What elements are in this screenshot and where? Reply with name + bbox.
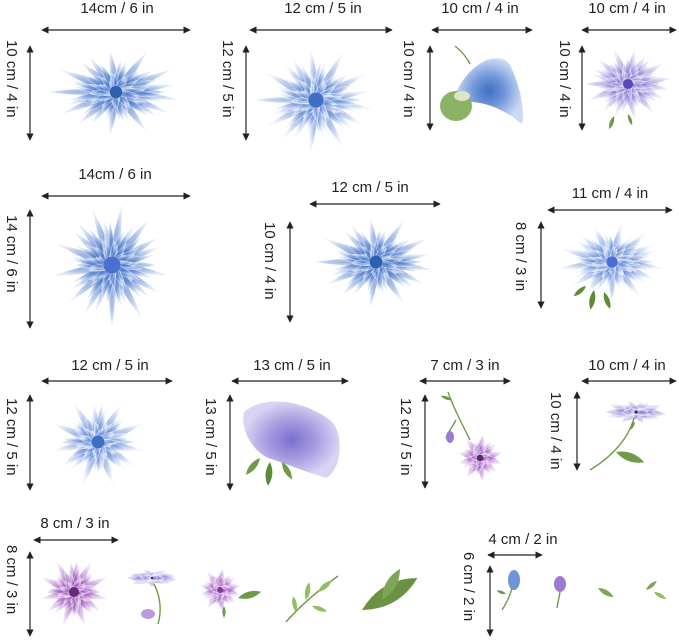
side-bloom-leaf-1 (265, 462, 273, 486)
purple-aster-small (457, 434, 503, 483)
sticker-3-width-label: 10 cm / 4 in (441, 0, 519, 17)
clover-leaf-1 (238, 590, 262, 599)
blue-chrysanthemum-large (48, 50, 179, 136)
sticker-8-width-label: 12 cm / 5 in (71, 357, 149, 374)
blue-dahlia-round (52, 401, 144, 486)
sprig-leaf-4 (312, 605, 328, 612)
aster-bottom-leaf-2 (603, 292, 611, 309)
tiny-purple-stem (556, 591, 561, 609)
large-leaf-2 (382, 568, 400, 600)
sticker-2-width-label: 12 cm / 5 in (284, 0, 362, 17)
lilac-aster (585, 48, 672, 121)
stem-small-aster (447, 391, 471, 441)
daisy-leaf-2 (630, 421, 635, 430)
aster-leaf-2 (627, 114, 633, 126)
blue-chrysanthemum-big (53, 203, 168, 327)
blue-flower-side-bloom (243, 401, 340, 478)
blue-flower-side-view (455, 58, 523, 124)
blue-aster-leaves (556, 222, 664, 303)
bud-tip (454, 91, 470, 101)
green-sprig-stem (285, 575, 339, 623)
blue-dahlia (314, 218, 434, 308)
daisy-leaf-1 (616, 451, 645, 463)
side-bloom-leaf-3 (282, 462, 292, 480)
clover-leaf-2 (222, 606, 226, 618)
purple-flower-large (40, 560, 108, 627)
sticker-11-width-label: 10 cm / 4 in (588, 357, 666, 374)
blue-daisy-stem (603, 400, 668, 424)
blue-daisy-small (125, 569, 178, 588)
aster-bottom-leaf-1 (589, 290, 596, 310)
sticker-1-width-label: 14cm / 6 in (80, 0, 154, 17)
flower-stem-3 (454, 45, 471, 65)
blue-chrysanthemum-round (254, 48, 374, 154)
tiny-leaf-2 (646, 581, 657, 590)
tiny-blue-bud (508, 570, 520, 590)
sticker-4-width-label: 10 cm / 4 in (588, 0, 666, 17)
tiny-bud-leaf (496, 590, 506, 595)
aster-bottom-leaf-3 (573, 286, 586, 297)
daisy-stem (589, 417, 635, 471)
sticker-6-width-label: 12 cm / 5 in (331, 179, 409, 196)
pink-clover (199, 568, 241, 613)
sticker-7-width-label: 11 cm / 4 in (571, 185, 649, 202)
aster-leaf (608, 116, 615, 130)
sprig-leaf-2 (304, 582, 311, 600)
small-aster-leaf (440, 395, 452, 401)
sticker-5-width-label: 14cm / 6 in (78, 166, 152, 183)
sticker-10-width-label: 7 cm / 3 in (430, 357, 500, 374)
tiny-purple-bud (554, 576, 566, 592)
daisy-small-stem (153, 583, 161, 625)
sprig-leaf-3 (318, 580, 332, 592)
sticker-9-width-label: 13 cm / 5 in (253, 357, 331, 374)
small-purple-bud (446, 431, 454, 443)
sticker-12-width-label: 8 cm / 3 in (40, 515, 110, 532)
sticker-13-width-label: 4 cm / 2 in (488, 531, 558, 548)
tiny-leaf-1 (598, 588, 614, 597)
side-bloom-leaf-2 (245, 458, 260, 475)
daisy-small-bud (141, 609, 155, 619)
tiny-leaf-3 (654, 592, 667, 599)
tiny-bud-stem (501, 587, 513, 611)
sprig-leaf-1 (292, 596, 298, 612)
